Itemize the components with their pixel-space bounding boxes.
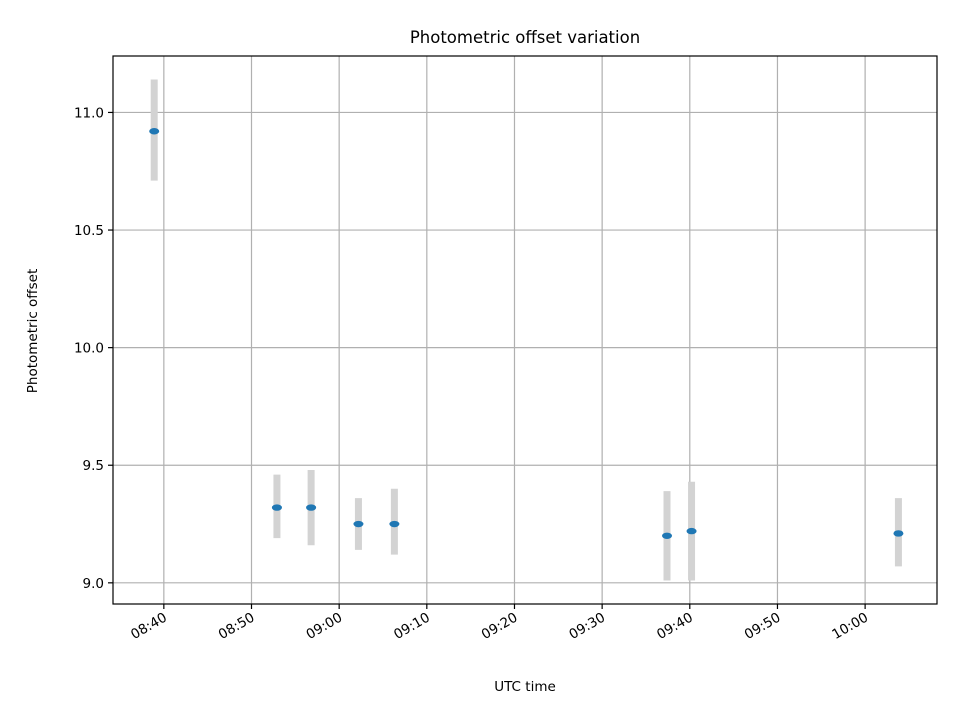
data-point	[662, 532, 673, 539]
data-points	[149, 128, 904, 539]
x-axis-label: UTC time	[494, 679, 556, 695]
data-point	[306, 504, 317, 511]
data-point	[271, 504, 282, 511]
y-tick-label: 10.5	[74, 223, 104, 239]
y-tick-label: 11.0	[74, 105, 104, 121]
grid	[113, 56, 937, 604]
data-point	[389, 520, 400, 528]
data-point	[149, 128, 160, 135]
data-point	[893, 530, 904, 537]
y-axis-ticks: 9.0 9.5 10.0 10.5 11.0	[74, 105, 113, 592]
y-tick-label: 10.0	[74, 341, 104, 357]
data-point	[686, 527, 697, 535]
plot-frame	[112, 55, 938, 605]
chart-title: Photometric offset variation	[410, 28, 640, 47]
y-axis-label: Photometric offset	[25, 269, 41, 393]
data-point	[353, 520, 364, 528]
y-tick-label: 9.0	[83, 576, 104, 592]
y-tick-label: 9.5	[83, 458, 104, 474]
